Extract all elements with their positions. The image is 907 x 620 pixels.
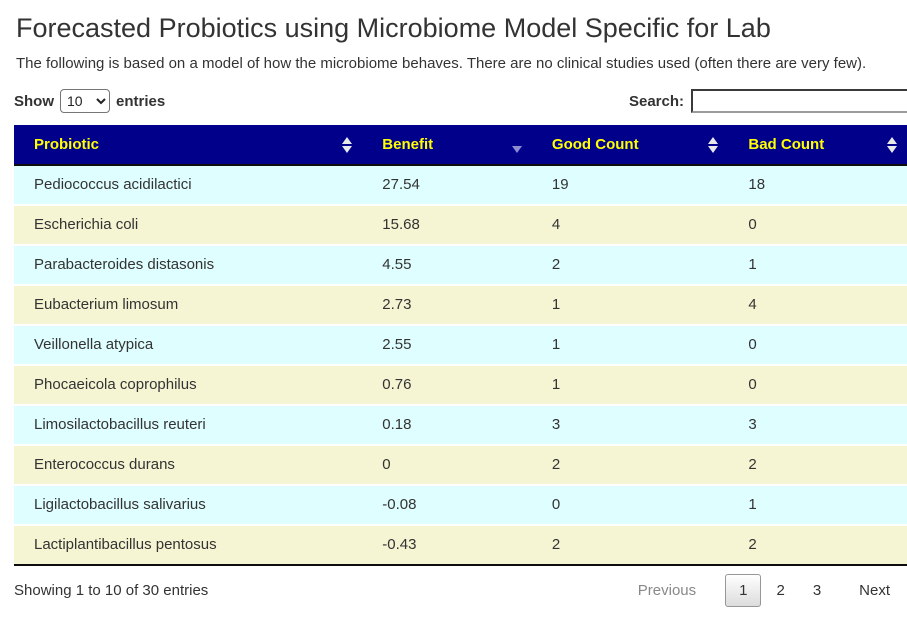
cell-probiotic: Limosilactobacillus reuteri [34,416,206,433]
page-button-3[interactable]: 3 [812,582,822,599]
table-row: Lactiplantibacillus pentosus -0.43 2 2 [14,525,907,565]
cell-benefit: 0 [382,456,391,473]
probiotics-table: Probiotic Benefit Good Count Bad Count P… [14,125,907,566]
page-button-2[interactable]: 2 [776,582,785,599]
cell-bad-count: 2 [748,536,757,553]
column-header-label: Good Count [551,136,639,153]
table-header: Probiotic Benefit Good Count Bad Count [14,125,907,166]
sort-both-icon [342,136,353,153]
previous-page-button[interactable]: Previous [637,582,697,599]
table-body: Pediococcus acidilactici 27.54 19 18 Escheri… [14,165,907,565]
entries-label: entries [116,92,166,110]
cell-benefit: 2.55 [382,336,412,353]
page-length-select[interactable]: 10 [60,89,110,113]
search-control: Search: [629,89,907,113]
search-input[interactable] [691,89,907,113]
cell-good-count: 1 [551,296,561,313]
cell-probiotic: Escherichia coli [34,216,139,233]
sort-both-icon [708,136,719,153]
cell-bad-count: 0 [748,336,757,353]
page-length-control: Show 10 entries [14,89,165,113]
cell-benefit: 15.68 [382,216,420,233]
table-row: Ligilactobacillus salivarius -0.08 0 1 [14,485,907,525]
table-controls: Show 10 entries Search: [14,88,907,114]
cell-bad-count: 0 [748,216,757,233]
cell-probiotic: Pediococcus acidilactici [34,176,192,193]
table-row: Pediococcus acidilactici 27.54 19 18 [14,165,907,205]
sort-both-icon [887,136,897,153]
page-button-1[interactable]: 1 [725,574,762,607]
cell-bad-count: 2 [748,456,757,473]
cell-bad-count: 0 [748,376,757,393]
header-row: Probiotic Benefit Good Count Bad Count [14,125,907,166]
search-label: Search: [628,92,684,110]
cell-good-count: 4 [551,216,561,233]
cell-benefit: 2.73 [382,296,412,313]
table-footer: Showing 1 to 10 of 30 entries Previous 1… [14,574,907,607]
cell-bad-count: 18 [748,176,766,193]
table-row: Limosilactobacillus reuteri 0.18 3 3 [14,405,907,445]
cell-probiotic: Lactiplantibacillus pentosus [34,536,217,553]
cell-bad-count: 1 [748,256,757,273]
cell-probiotic: Ligilactobacillus salivarius [34,496,206,513]
cell-good-count: 2 [551,456,561,473]
cell-probiotic: Parabacteroides distasonis [34,256,215,273]
cell-good-count: 1 [551,336,561,353]
table-row: Veillonella atypica 2.55 1 0 [14,325,907,365]
cell-good-count: 2 [551,256,561,273]
cell-good-count: 1 [551,376,561,393]
show-label: Show [14,92,54,110]
page-title: Forecasted Probiotics using Microbiome M… [16,13,771,43]
cell-probiotic: Enterococcus durans [34,456,175,473]
cell-benefit: -0.43 [382,536,417,553]
cell-benefit: -0.08 [382,496,417,513]
column-header-probiotic[interactable]: Probiotic [14,125,363,166]
page-subtitle: The following is based on a model of how… [16,55,867,72]
cell-good-count: 19 [551,176,569,193]
table-row: Phocaeicola coprophilus 0.76 1 0 [14,365,907,405]
cell-benefit: 0.18 [382,416,412,433]
sort-descending-icon [511,137,522,153]
cell-good-count: 3 [551,416,561,433]
cell-bad-count: 4 [748,296,757,313]
table-row: Parabacteroides distasonis 4.55 2 1 [14,245,907,285]
next-page-button[interactable]: Next [859,582,890,599]
table-row: Enterococcus durans 0 2 2 [14,445,907,485]
cell-benefit: 4.55 [382,256,412,273]
column-header-label: Benefit [382,136,434,153]
cell-probiotic: Eubacterium limosum [34,296,179,313]
table-row: Eubacterium limosum 2.73 1 4 [14,285,907,325]
cell-probiotic: Veillonella atypica [34,336,154,353]
table-row: Escherichia coli 15.68 4 0 [14,205,907,245]
showing-entries-info: Showing 1 to 10 of 30 entries [14,582,209,599]
cell-probiotic: Phocaeicola coprophilus [34,376,197,393]
cell-good-count: 2 [551,536,561,553]
column-header-label: Probiotic [34,136,100,153]
column-header-good-count[interactable]: Good Count [531,125,729,166]
column-header-benefit[interactable]: Benefit [362,125,532,166]
column-header-bad-count[interactable]: Bad Count [728,125,907,166]
cell-benefit: 0.76 [382,376,412,393]
cell-bad-count: 1 [748,496,757,513]
cell-benefit: 27.54 [382,176,420,193]
cell-good-count: 0 [551,496,561,513]
pagination: Previous 1 2 3 Next [623,574,903,607]
column-header-label: Bad Count [748,136,825,153]
cell-bad-count: 3 [748,416,757,433]
